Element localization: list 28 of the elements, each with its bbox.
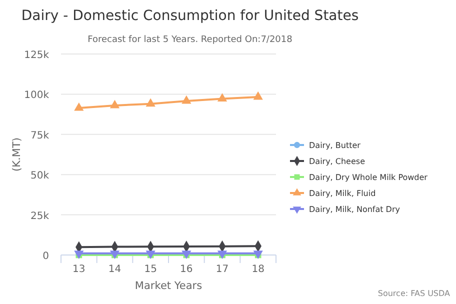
x-tick-label: 17 bbox=[216, 264, 229, 275]
y-tick-label: 50k bbox=[30, 170, 50, 182]
x-tick-label: 16 bbox=[180, 264, 193, 275]
point bbox=[182, 95, 192, 104]
x-tick-label: 18 bbox=[252, 264, 264, 275]
point bbox=[253, 91, 263, 100]
legend-label: Dairy, Butter bbox=[309, 141, 362, 150]
x-tick-label: 15 bbox=[144, 264, 157, 275]
legend-label: Dairy, Milk, Fluid bbox=[309, 189, 376, 198]
y-tick-label: 100k bbox=[24, 90, 50, 102]
point bbox=[146, 98, 156, 107]
point bbox=[217, 93, 228, 102]
x-tick-label: 13 bbox=[72, 264, 86, 275]
source-note: Source: FAS USDA bbox=[378, 289, 451, 298]
y-axis-title: (K.MT) bbox=[11, 138, 23, 172]
y-tick-label: 25k bbox=[30, 210, 50, 222]
legend-label: Dairy, Milk, Nonfat Dry bbox=[309, 205, 400, 214]
y-tick-label: 0 bbox=[42, 251, 49, 262]
x-tick-label: 14 bbox=[108, 264, 122, 275]
point bbox=[110, 100, 120, 108]
chart-title: Dairy - Domestic Consumption for United States bbox=[21, 8, 359, 24]
y-tick-label: 75k bbox=[30, 130, 50, 142]
y-tick-label: 125k bbox=[24, 50, 50, 61]
legend-label: Dairy, Dry Whole Milk Powder bbox=[309, 173, 428, 182]
legend-label: Dairy, Cheese bbox=[309, 157, 366, 166]
chart-subtitle: Forecast for last 5 Years. Reported On:7/2018 bbox=[88, 35, 293, 45]
x-axis-title: Market Years bbox=[134, 280, 202, 292]
point bbox=[74, 102, 84, 111]
